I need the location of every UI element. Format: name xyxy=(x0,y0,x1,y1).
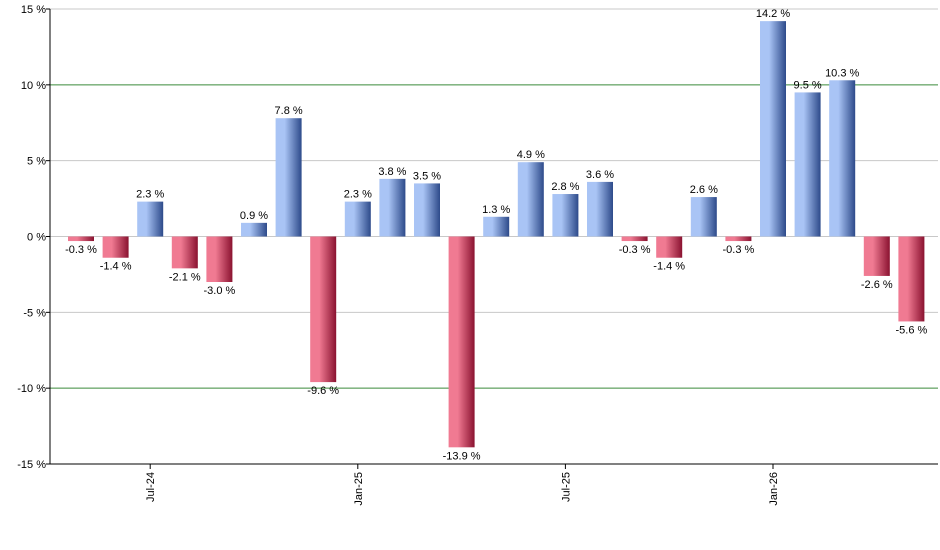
bar xyxy=(898,236,925,322)
bar-value-label: -2.6 % xyxy=(861,279,893,291)
y-tick-label: 15 % xyxy=(21,4,46,16)
bar-value-label: 14.2 % xyxy=(756,8,790,20)
bar xyxy=(656,236,683,258)
bar-value-label: -3.0 % xyxy=(204,285,236,297)
bar xyxy=(344,201,371,237)
bar xyxy=(68,236,94,242)
y-tick-label: 5 % xyxy=(27,156,46,168)
bar-value-label: 3.6 % xyxy=(586,169,614,181)
x-tick-label: Jul-25 xyxy=(560,472,572,502)
bar-value-label: -5.6 % xyxy=(896,324,928,336)
bar-value-label: 3.8 % xyxy=(378,166,406,178)
y-tick-label: -15 % xyxy=(17,459,46,471)
bar-value-label: -9.6 % xyxy=(307,385,339,397)
bar-value-label: 2.3 % xyxy=(344,189,372,201)
bar xyxy=(794,92,821,237)
bar-value-label: -1.4 % xyxy=(100,261,132,273)
bar-value-label: 2.8 % xyxy=(551,181,579,193)
bars xyxy=(68,21,925,448)
bar-value-label: -13.9 % xyxy=(443,450,481,462)
bar xyxy=(483,216,510,237)
bar-value-label: 2.3 % xyxy=(136,189,164,201)
bar-value-label: -0.3 % xyxy=(65,244,97,256)
bar xyxy=(448,236,475,448)
bar-value-label: -1.4 % xyxy=(653,261,685,273)
y-tick-label: 0 % xyxy=(27,232,46,244)
bar-value-label: 4.9 % xyxy=(517,149,545,161)
bar xyxy=(760,21,786,237)
bar-value-label: -2.1 % xyxy=(169,271,201,283)
x-tick-label: Jul-24 xyxy=(145,472,157,502)
bar xyxy=(241,222,267,237)
bar xyxy=(829,80,856,237)
bar xyxy=(517,162,544,237)
x-tick-label: Jan-26 xyxy=(768,472,780,506)
y-tick-label: -10 % xyxy=(17,383,46,395)
bar-value-label: 10.3 % xyxy=(825,67,859,79)
data-labels: -0.3 %-1.4 %2.3 %-2.1 %-3.0 %0.9 %7.8 %-… xyxy=(65,8,927,462)
bar-value-label: 7.8 % xyxy=(275,105,303,117)
bar xyxy=(621,236,648,242)
bar xyxy=(137,201,164,237)
bar xyxy=(206,236,233,282)
bar-value-label: 1.3 % xyxy=(482,204,510,216)
bar xyxy=(310,236,337,383)
y-tick-label: 10 % xyxy=(21,80,46,92)
bar xyxy=(102,236,129,258)
bar xyxy=(587,181,613,237)
bar xyxy=(379,178,406,237)
y-tick-label: -5 % xyxy=(23,307,46,319)
gridlines xyxy=(50,8,938,465)
bar xyxy=(725,236,752,242)
bar xyxy=(275,118,302,237)
x-tick-label: Jan-25 xyxy=(353,472,365,506)
bar xyxy=(690,197,717,237)
bar xyxy=(414,183,440,237)
axes: -15 % -10 % -5 % 0 % 5 % 10 % 15 % Jul-24 Jan-25… xyxy=(17,4,938,506)
bar xyxy=(863,236,890,276)
bar xyxy=(552,194,579,237)
bar-value-label: 9.5 % xyxy=(794,79,822,91)
bar-value-label: 0.9 % xyxy=(240,210,268,222)
bar-value-label: 2.6 % xyxy=(690,184,718,196)
bar-value-label: 3.5 % xyxy=(413,170,441,182)
bar-value-label: -0.3 % xyxy=(619,244,651,256)
bar xyxy=(171,236,198,269)
bar-value-label: -0.3 % xyxy=(723,244,755,256)
